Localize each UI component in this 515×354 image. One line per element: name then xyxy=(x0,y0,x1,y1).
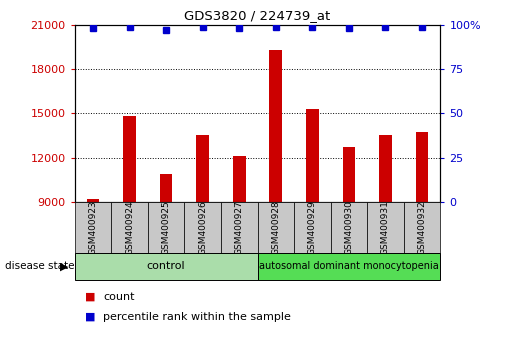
Bar xyxy=(294,202,331,253)
Bar xyxy=(367,202,404,253)
Text: GSM400925: GSM400925 xyxy=(162,200,170,255)
Text: GDS3820 / 224739_at: GDS3820 / 224739_at xyxy=(184,9,331,22)
Bar xyxy=(258,253,440,280)
Text: autosomal dominant monocytopenia: autosomal dominant monocytopenia xyxy=(259,261,439,272)
Bar xyxy=(196,136,209,202)
Bar xyxy=(269,50,282,202)
Text: count: count xyxy=(103,292,134,302)
Bar xyxy=(331,202,367,253)
Bar xyxy=(184,202,221,253)
Text: GSM400929: GSM400929 xyxy=(308,200,317,255)
Text: GSM400931: GSM400931 xyxy=(381,200,390,255)
Text: ■: ■ xyxy=(85,292,95,302)
Text: disease state: disease state xyxy=(5,261,75,271)
Text: GSM400927: GSM400927 xyxy=(235,200,244,255)
Bar xyxy=(379,136,392,202)
Bar xyxy=(233,156,246,202)
Bar xyxy=(258,202,294,253)
Text: GSM400926: GSM400926 xyxy=(198,200,207,255)
Text: percentile rank within the sample: percentile rank within the sample xyxy=(103,312,291,321)
Bar xyxy=(87,199,99,202)
Bar xyxy=(148,202,184,253)
Text: GSM400928: GSM400928 xyxy=(271,200,280,255)
Text: GSM400932: GSM400932 xyxy=(418,200,426,255)
Text: GSM400923: GSM400923 xyxy=(89,200,97,255)
Bar xyxy=(342,147,355,202)
Bar xyxy=(75,202,111,253)
Bar xyxy=(123,116,136,202)
Bar xyxy=(75,253,258,280)
Bar xyxy=(160,174,173,202)
Bar xyxy=(404,202,440,253)
Text: GSM400924: GSM400924 xyxy=(125,200,134,255)
Text: control: control xyxy=(147,261,185,272)
Text: GSM400930: GSM400930 xyxy=(345,200,353,255)
Bar xyxy=(111,202,148,253)
Bar xyxy=(221,202,258,253)
Text: ■: ■ xyxy=(85,312,95,321)
Bar xyxy=(306,109,319,202)
Bar xyxy=(416,132,428,202)
Text: ▶: ▶ xyxy=(60,261,68,271)
